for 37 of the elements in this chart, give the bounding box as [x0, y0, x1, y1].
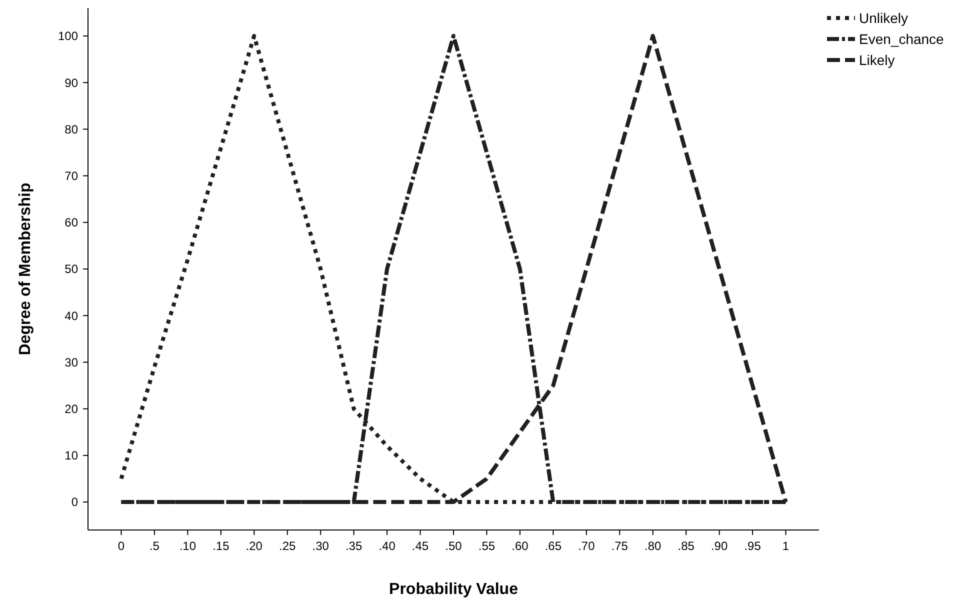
- x-tick-label: .55: [478, 539, 496, 553]
- x-tick-label: .40: [378, 539, 396, 553]
- y-tick-label: 70: [64, 168, 78, 183]
- x-tick-label: .5: [149, 539, 160, 553]
- legend-label: Likely: [859, 52, 895, 68]
- x-tick-label: .80: [644, 539, 662, 553]
- y-tick-label: 100: [58, 29, 78, 44]
- x-tick-label: .25: [279, 539, 296, 553]
- x-tick-label: .60: [512, 539, 529, 553]
- y-tick-label: 90: [64, 76, 78, 90]
- x-tick-label: .95: [744, 539, 762, 553]
- x-axis-title: Probability Value: [389, 581, 518, 598]
- legend-label: Even_chance: [859, 30, 944, 47]
- y-tick-label: 0: [71, 495, 78, 510]
- y-tick-label: 20: [64, 402, 78, 416]
- x-tick-label: 1: [782, 539, 790, 553]
- y-tick-label: 60: [64, 216, 78, 230]
- y-axis-title: Degree of Membership: [17, 182, 34, 356]
- x-tick-label: 0: [118, 539, 125, 553]
- x-tick-label: .85: [678, 539, 695, 553]
- x-tick-label: .45: [412, 539, 429, 553]
- x-tick-label: .35: [345, 539, 362, 553]
- y-tick-label: 40: [64, 308, 78, 323]
- x-tick-label: .90: [710, 539, 728, 553]
- x-tick-label: .75: [611, 539, 628, 553]
- legend-label: Unlikely: [859, 10, 908, 26]
- x-tick-label: .10: [179, 539, 196, 553]
- x-tick-label: .15: [212, 539, 230, 553]
- x-tick-label: .20: [246, 539, 263, 553]
- x-tick-label: .70: [578, 539, 596, 553]
- y-tick-label: 50: [64, 262, 78, 276]
- x-tick-label: .65: [544, 539, 562, 553]
- x-tick-label: .30: [312, 539, 330, 553]
- y-tick-label: 30: [64, 355, 78, 370]
- y-tick-label: 10: [64, 448, 78, 463]
- y-tick-label: 80: [64, 122, 78, 136]
- x-tick-label: .50: [445, 539, 462, 553]
